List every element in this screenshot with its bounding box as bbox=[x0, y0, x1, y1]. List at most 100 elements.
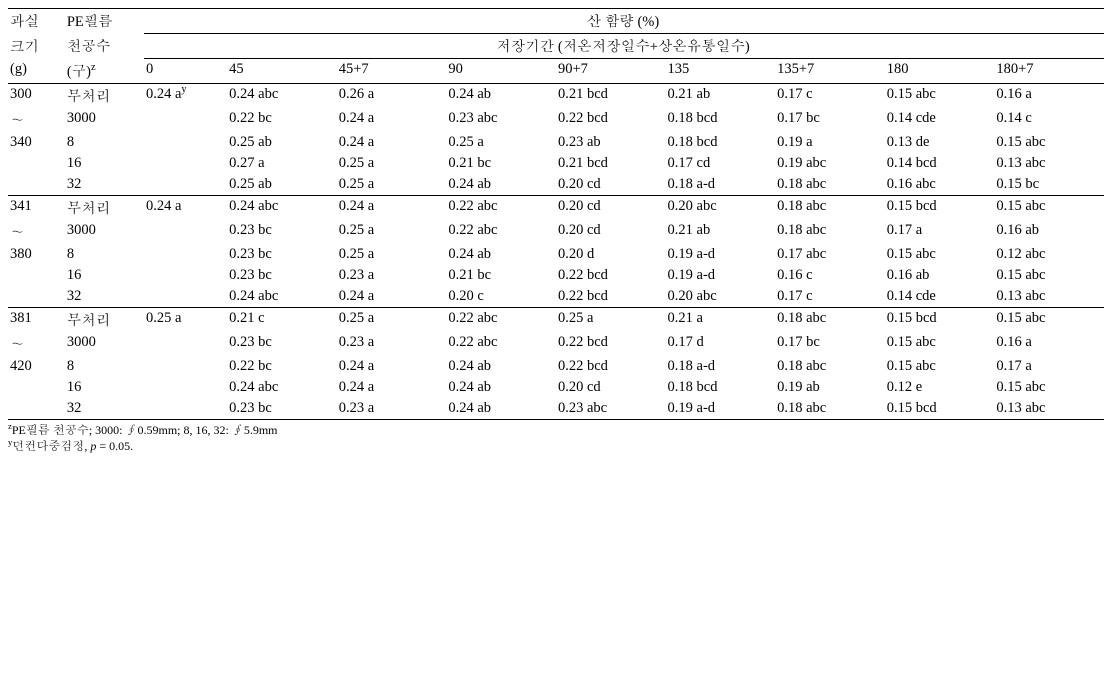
cell-fruit-size: ∼ bbox=[8, 220, 65, 244]
cell-value: 0.24 a bbox=[144, 195, 227, 220]
cell-value: 0.23 abc bbox=[446, 108, 556, 132]
table-row: 34080.25 ab0.24 a0.25 a0.23 ab0.18 bcd0.… bbox=[8, 132, 1104, 153]
cell-value: 0.23 ab bbox=[556, 132, 666, 153]
cell-value: 0.23 a bbox=[337, 265, 447, 286]
footnote-z-text: PE필름 천공수; 3000: ∮0.59mm; 8, 16, 32: ∮5.9… bbox=[12, 423, 278, 437]
cell-value: 0.18 abc bbox=[775, 398, 885, 420]
cell-value: 0.15 abc bbox=[885, 244, 995, 265]
cell-value: 0.21 bcd bbox=[556, 83, 666, 108]
cell-value: 0.12 e bbox=[885, 377, 995, 398]
cell-value bbox=[144, 220, 227, 244]
cell-value: 0.15 abc bbox=[994, 307, 1104, 332]
cell-value: 0.16 c bbox=[775, 265, 885, 286]
cell-value: 0.24 ay bbox=[144, 83, 227, 108]
cell-value: 0.18 abc bbox=[775, 195, 885, 220]
cell-value: 0.19 a-d bbox=[666, 265, 776, 286]
cell-fruit-size bbox=[8, 153, 65, 174]
cell-value: 0.25 a bbox=[337, 307, 447, 332]
cell-treatment: 무처리 bbox=[65, 307, 144, 332]
cell-value: 0.16 a bbox=[994, 83, 1104, 108]
cell-value: 0.24 a bbox=[337, 377, 447, 398]
hdr-col-45p: 45+7 bbox=[337, 59, 447, 84]
cell-value: 0.25 a bbox=[556, 307, 666, 332]
cell-value: 0.22 abc bbox=[446, 220, 556, 244]
cell-value: 0.18 bcd bbox=[666, 108, 776, 132]
cell-value: 0.18 abc bbox=[775, 220, 885, 244]
cell-value bbox=[144, 153, 227, 174]
cell-value: 0.22 abc bbox=[446, 332, 556, 356]
cell-value bbox=[144, 132, 227, 153]
cell-value bbox=[144, 265, 227, 286]
cell-value: 0.15 abc bbox=[994, 195, 1104, 220]
cell-value: 0.22 bcd bbox=[556, 286, 666, 308]
cell-value: 0.24 ab bbox=[446, 244, 556, 265]
cell-value: 0.25 a bbox=[144, 307, 227, 332]
cell-value: 0.17 bc bbox=[775, 108, 885, 132]
cell-value: 0.25 ab bbox=[227, 132, 337, 153]
hdr-fruit-size-unit: (g) bbox=[8, 59, 65, 84]
table-row: 300무처리0.24 ay0.24 abc0.26 a0.24 ab0.21 b… bbox=[8, 83, 1104, 108]
cell-value: 0.17 a bbox=[885, 220, 995, 244]
cell-fruit-size bbox=[8, 398, 65, 420]
cell-value: 0.15 abc bbox=[885, 332, 995, 356]
hdr-pefilm-unit-text: (구) bbox=[67, 64, 91, 80]
cell-value: 0.24 ab bbox=[446, 83, 556, 108]
cell-value: 0.24 abc bbox=[227, 286, 337, 308]
cell-value: 0.24 a bbox=[337, 286, 447, 308]
cell-value: 0.16 ab bbox=[885, 265, 995, 286]
cell-value: 0.24 ab bbox=[446, 377, 556, 398]
cell-value: 0.17 cd bbox=[666, 153, 776, 174]
cell-value: 0.25 a bbox=[337, 174, 447, 196]
hdr-col-90p: 90+7 bbox=[556, 59, 666, 84]
cell-value: 0.15 bc bbox=[994, 174, 1104, 196]
footnote-y-post: = 0.05. bbox=[96, 439, 133, 453]
cell-value: 0.22 bcd bbox=[556, 356, 666, 377]
table-body: 300무처리0.24 ay0.24 abc0.26 a0.24 ab0.21 b… bbox=[8, 83, 1104, 419]
cell-value: 0.23 a bbox=[337, 332, 447, 356]
cell-fruit-size bbox=[8, 174, 65, 196]
table-row: 160.23 bc0.23 a0.21 bc0.22 bcd0.19 a-d0.… bbox=[8, 265, 1104, 286]
cell-value: 0.20 cd bbox=[556, 174, 666, 196]
cell-value: 0.19 abc bbox=[775, 153, 885, 174]
cell-fruit-size bbox=[8, 286, 65, 308]
cell-treatment: 16 bbox=[65, 265, 144, 286]
cell-value: 0.21 ab bbox=[666, 83, 776, 108]
cell-value: 0.24 abc bbox=[227, 83, 337, 108]
hdr-col-135: 135 bbox=[666, 59, 776, 84]
cell-value: 0.18 abc bbox=[775, 356, 885, 377]
cell-treatment: 32 bbox=[65, 398, 144, 420]
hdr-col-0: 0 bbox=[144, 59, 227, 84]
cell-fruit-size: 380 bbox=[8, 244, 65, 265]
cell-value: 0.15 abc bbox=[994, 132, 1104, 153]
cell-value: 0.21 a bbox=[666, 307, 776, 332]
hdr-pefilm-1: PE필름 bbox=[65, 9, 144, 34]
cell-value: 0.24 ab bbox=[446, 174, 556, 196]
cell-fruit-size bbox=[8, 265, 65, 286]
cell-value: 0.22 abc bbox=[446, 195, 556, 220]
cell-value: 0.14 bcd bbox=[885, 153, 995, 174]
cell-value: 0.23 bc bbox=[227, 265, 337, 286]
footnote-y: y던컨다중검정, p = 0.05. bbox=[8, 438, 1104, 454]
cell-value: 0.25 a bbox=[337, 220, 447, 244]
cell-value: 0.21 ab bbox=[666, 220, 776, 244]
cell-value: 0.24 a bbox=[337, 356, 447, 377]
table-row: 160.27 a0.25 a0.21 bc0.21 bcd0.17 cd0.19… bbox=[8, 153, 1104, 174]
cell-value: 0.23 bc bbox=[227, 244, 337, 265]
hdr-pefilm-2: 천공수 bbox=[65, 34, 144, 59]
cell-value: 0.25 a bbox=[337, 244, 447, 265]
table-row: 320.24 abc0.24 a0.20 c0.22 bcd0.20 abc0.… bbox=[8, 286, 1104, 308]
cell-value: 0.23 bc bbox=[227, 220, 337, 244]
footnotes: zPE필름 천공수; 3000: ∮0.59mm; 8, 16, 32: ∮5.… bbox=[8, 422, 1104, 454]
hdr-col-180p: 180+7 bbox=[994, 59, 1104, 84]
cell-value: 0.15 abc bbox=[885, 356, 995, 377]
cell-value: 0.24 ab bbox=[446, 398, 556, 420]
cell-value: 0.22 bcd bbox=[556, 332, 666, 356]
cell-value: 0.20 cd bbox=[556, 195, 666, 220]
cell-value bbox=[144, 286, 227, 308]
cell-value: 0.27 a bbox=[227, 153, 337, 174]
cell-value: 0.15 bcd bbox=[885, 398, 995, 420]
cell-value: 0.23 bc bbox=[227, 332, 337, 356]
cell-fruit-size: ∼ bbox=[8, 332, 65, 356]
cell-value bbox=[144, 244, 227, 265]
cell-value: 0.15 bcd bbox=[885, 307, 995, 332]
